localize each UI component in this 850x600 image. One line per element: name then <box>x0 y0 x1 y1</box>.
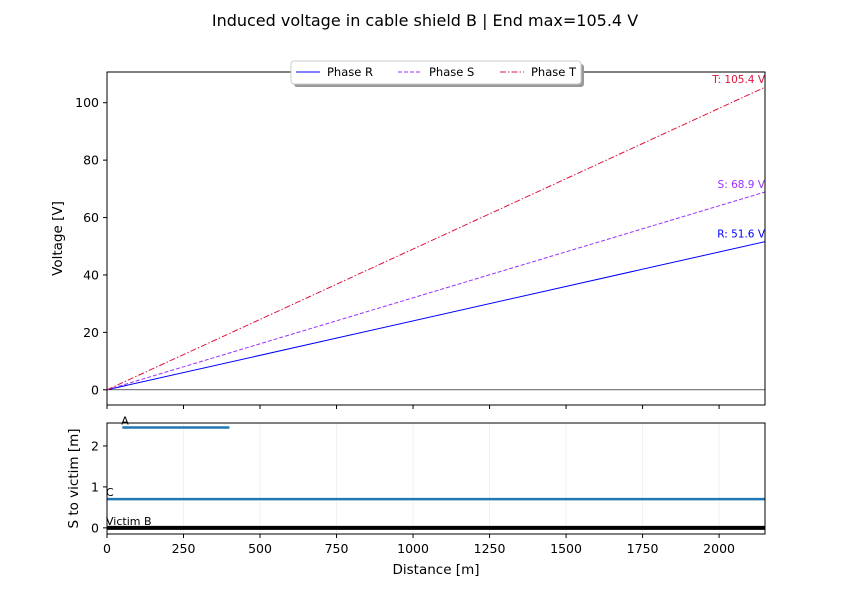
line-label: A <box>121 415 129 428</box>
x-tick-label: 2000 <box>703 541 735 556</box>
end-label: T: 105.4 V <box>711 74 766 86</box>
y-tick-label: 1 <box>91 479 99 494</box>
end-label: S: 68.9 V <box>718 179 766 191</box>
legend: Phase R Phase S Phase T <box>290 60 584 87</box>
axes-frame <box>106 422 766 535</box>
x-tick-label: 1000 <box>397 541 429 556</box>
y-axis-label: S to victim [m] <box>66 428 82 528</box>
y-tick-label: 0 <box>91 382 99 397</box>
x-tick-label: 1250 <box>474 541 506 556</box>
series-line <box>106 86 766 391</box>
legend-label: Phase S <box>429 65 474 79</box>
x-tick-label: 1750 <box>627 541 659 556</box>
end-label: R: 51.6 V <box>717 229 766 241</box>
spacing-axes: A C Victim B 0 250 500 750 1000 1250 1500 1750 2000… <box>66 415 766 578</box>
y-tick-label: 20 <box>83 325 99 340</box>
legend-label: Phase R <box>327 65 373 79</box>
x-tick-label: 750 <box>325 541 349 556</box>
y-tick-label: 2 <box>91 438 99 453</box>
line-label: C <box>106 486 114 499</box>
x-tick-label: 500 <box>248 541 272 556</box>
y-tick-label: 0 <box>91 520 99 535</box>
chart-title: Induced voltage in cable shield B | End … <box>212 11 638 30</box>
y-tick-label: 100 <box>75 95 99 110</box>
x-axis-label: Distance [m] <box>392 562 479 578</box>
legend-box <box>290 60 582 85</box>
y-tick-label: 60 <box>83 210 99 225</box>
line-label: Victim B <box>106 515 152 528</box>
x-tick-label: 250 <box>172 541 196 556</box>
legend-label: Phase T <box>531 65 577 79</box>
y-axis-label: Voltage [V] <box>50 201 66 276</box>
series-line <box>106 191 766 391</box>
x-tick-label: 0 <box>103 541 111 556</box>
series-line <box>106 241 766 391</box>
y-tick-label: 40 <box>83 267 99 282</box>
voltage-axes: R: 51.6 V S: 68.9 V T: 105.4 V 0 20 40 60 80 100… <box>50 60 766 409</box>
y-tick-label: 80 <box>83 153 99 168</box>
x-tick-label: 1500 <box>550 541 582 556</box>
